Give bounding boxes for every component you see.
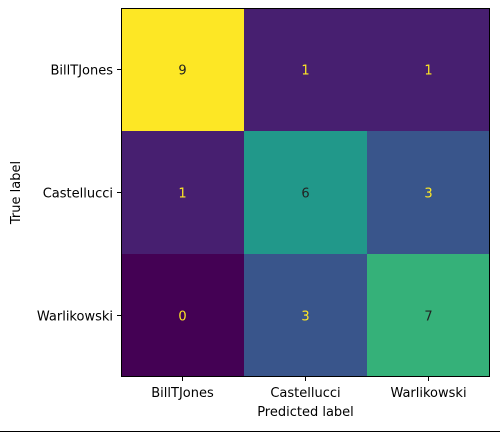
cell-labels-layer: 9 1 1 1 6 3 0 3 7 [178,64,432,325]
heatmap-cell-r1-c1 [244,131,367,254]
y-tick-label-0: BillTJones [51,64,114,79]
cells-layer [121,8,490,377]
heatmap-cell-r1-c2 [367,131,490,254]
plot-frame [121,8,490,377]
x-axis-label: Predicted label [257,405,354,420]
heatmap-cell-r1-c0 [121,131,244,254]
x-ticks-layer: BillTJones Castellucci Warlikowski [151,377,467,401]
cell-value-label-r2-c2: 7 [424,310,432,325]
heatmap-cell-r0-c1 [244,8,367,131]
cell-value-label-r2-c0: 0 [178,310,186,325]
y-axis-label: True label [9,161,24,225]
y-ticks-layer: BillTJones Castellucci Warlikowski [37,64,121,325]
heatmap-cell-r2-c2 [367,254,490,377]
cell-value-label-r2-c1: 3 [301,310,309,325]
heatmap-cell-r2-c0 [121,254,244,377]
cell-value-label-r1-c2: 3 [424,187,432,202]
y-tick-label-2: Warlikowski [37,310,113,325]
cell-value-label-r0-c2: 1 [424,64,432,79]
heatmap-cell-r0-c2 [367,8,490,131]
cell-value-label-r0-c0: 9 [178,64,186,79]
cell-value-label-r0-c1: 1 [301,64,309,79]
x-tick-label-1: Castellucci [270,386,340,401]
x-tick-label-2: Warlikowski [390,386,466,401]
cell-value-label-r1-c1: 6 [301,187,309,202]
heatmap-cell-r0-c0 [121,8,244,131]
cell-value-label-r1-c0: 1 [178,187,186,202]
bottom-divider [0,431,500,432]
heatmap-cell-r2-c1 [244,254,367,377]
y-tick-label-1: Castellucci [43,187,113,202]
x-tick-label-0: BillTJones [151,386,214,401]
